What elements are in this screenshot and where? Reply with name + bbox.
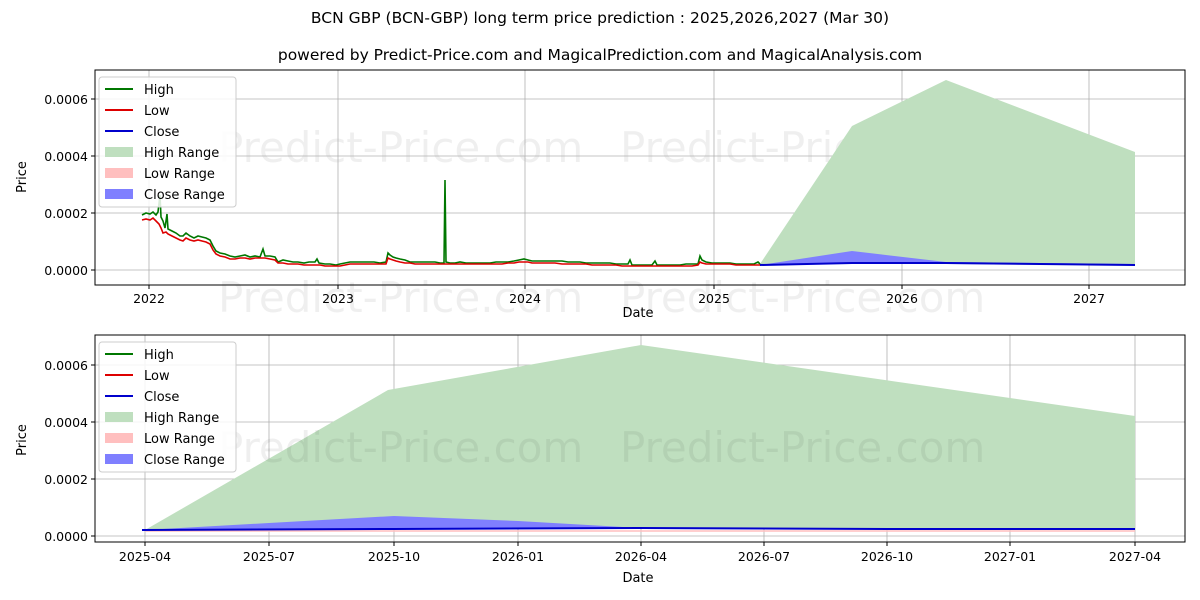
x-tick-label: 2027 <box>1073 291 1105 306</box>
y-tick-label: 0.0004 <box>44 149 88 164</box>
x-axis-label: Date <box>622 571 653 586</box>
chart-subtitle: powered by Predict-Price.com and Magical… <box>277 46 923 64</box>
bottom-x-ticks <box>144 542 1136 546</box>
legend-close-range-swatch <box>105 454 133 464</box>
legend-high-range-swatch <box>105 147 133 157</box>
x-axis-label: Date <box>622 306 653 321</box>
legend-label: Low <box>144 104 170 119</box>
watermark: Predict-Price.com <box>218 123 583 172</box>
watermark: Predict-Price.com <box>620 273 985 322</box>
y-tick-label: 0.0000 <box>44 529 88 544</box>
bottom-chart: Predict-Price.com Predict-Price.com 0.00… <box>15 334 1186 586</box>
chart-title: BCN GBP (BCN-GBP) long term price predic… <box>310 9 890 27</box>
x-tick-label: 2025-07 <box>243 549 295 564</box>
x-tick-label: 2023 <box>322 291 354 306</box>
x-tick-label: 2027-04 <box>1109 549 1161 564</box>
close-line <box>759 262 1136 266</box>
close-range-area <box>760 251 1135 265</box>
legend-close-range-swatch <box>105 189 133 199</box>
x-tick-label: 2026-07 <box>738 549 790 564</box>
legend-label: High Range <box>144 146 219 161</box>
top-chart: Predict-Price.com Predict-Price.com Pred… <box>15 69 1186 322</box>
legend-label: Close Range <box>144 453 225 468</box>
x-tick-label: 2025 <box>698 291 730 306</box>
legend-label: High Range <box>144 411 219 426</box>
y-tick-label: 0.0002 <box>44 206 88 221</box>
x-tick-label: 2026-10 <box>861 549 913 564</box>
watermark: Predict-Price.com <box>218 273 583 322</box>
x-tick-label: 2025-04 <box>119 549 171 564</box>
low-line <box>141 216 760 267</box>
legend-label: Low Range <box>144 167 215 182</box>
legend-low-range-swatch <box>105 168 133 178</box>
y-tick-label: 0.0006 <box>44 92 88 107</box>
legend-label: Close <box>144 390 179 405</box>
top-x-ticks <box>148 285 1090 289</box>
y-tick-label: 0.0004 <box>44 415 88 430</box>
close-line <box>141 526 1135 531</box>
legend-low-range-swatch <box>105 433 133 443</box>
top-axes-frame <box>94 69 1186 286</box>
x-tick-label: 2027-01 <box>984 549 1036 564</box>
x-tick-label: 2025-10 <box>368 549 420 564</box>
x-tick-label: 2026-01 <box>492 549 544 564</box>
high-range-area <box>760 80 1135 265</box>
bottom-legend: High Low Close High Range Low Range Clos… <box>98 341 237 473</box>
x-tick-label: 2026 <box>886 291 918 306</box>
close-range-area <box>145 516 1135 530</box>
legend-label: Low <box>144 369 170 384</box>
legend-label: High <box>144 348 174 363</box>
y-tick-label: 0.0006 <box>44 358 88 373</box>
y-tick-label: 0.0002 <box>44 472 88 487</box>
bottom-axes-frame <box>94 334 1186 543</box>
legend-high-range-swatch <box>105 412 133 422</box>
top-legend: High Low Close High Range Low Range Clos… <box>98 76 237 208</box>
bottom-y-ticks <box>91 364 95 537</box>
y-axis-label: Price <box>15 424 30 456</box>
legend-label: High <box>144 83 174 98</box>
legend-label: Close <box>144 125 179 140</box>
top-y-ticks <box>91 98 95 271</box>
watermark: Predict-Price.com <box>218 423 583 472</box>
x-tick-label: 2026-04 <box>615 549 667 564</box>
legend-label: Close Range <box>144 188 225 203</box>
high-range-area <box>145 345 1135 530</box>
x-tick-label: 2024 <box>509 291 541 306</box>
legend-label: Low Range <box>144 432 215 447</box>
high-line <box>141 179 761 266</box>
y-tick-label: 0.0000 <box>44 263 88 278</box>
y-axis-label: Price <box>15 161 30 193</box>
x-tick-label: 2022 <box>133 291 165 306</box>
watermark: Predict-Price.com <box>620 423 985 472</box>
